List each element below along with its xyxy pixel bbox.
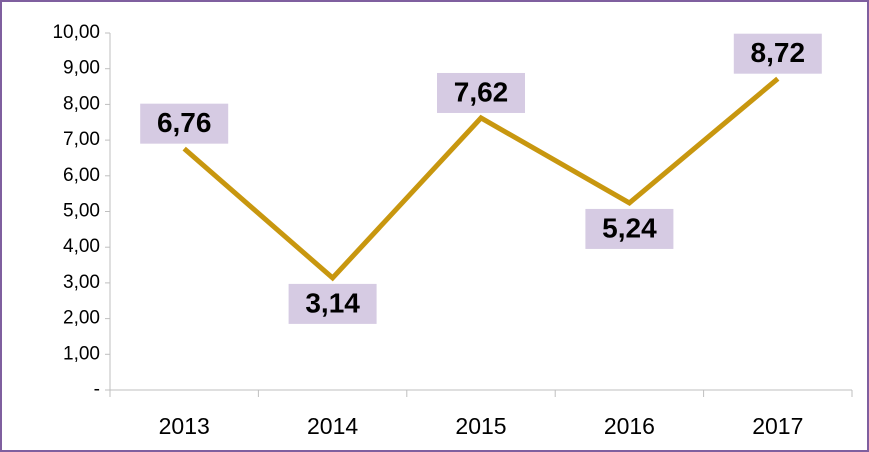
value-label: 3,14 <box>305 287 360 318</box>
y-tick-label: 3,00 <box>63 272 100 293</box>
x-tick-label: 2014 <box>307 413 358 439</box>
value-label-box <box>140 103 229 144</box>
y-tick-label: - <box>94 379 100 400</box>
value-label: 7,62 <box>454 76 509 107</box>
y-tick-label: 5,00 <box>63 201 100 222</box>
y-tick-label: 10,00 <box>52 22 100 43</box>
y-tick-label: 9,00 <box>63 58 100 79</box>
value-label-box <box>733 33 822 74</box>
line <box>182 76 780 282</box>
value-label: 5,24 <box>602 212 657 243</box>
x-tick-label: 2015 <box>455 413 506 439</box>
y-tick-label: 8,00 <box>63 93 100 114</box>
y-tick-label: 6,00 <box>63 165 100 186</box>
y-tick-label: 4,00 <box>63 236 100 257</box>
value-label-box <box>585 208 674 249</box>
y-tick-label: 7,00 <box>63 129 100 150</box>
value-label-box <box>437 72 525 113</box>
x-tick-label: 2013 <box>159 413 210 439</box>
y-tick-label: 1,00 <box>63 343 100 364</box>
value-label: 8,72 <box>751 37 806 68</box>
y-tick-label: 2,00 <box>63 308 100 329</box>
value-label: 6,76 <box>157 107 212 138</box>
x-tick-label: 2017 <box>752 413 803 439</box>
x-tick-label: 2016 <box>604 413 655 439</box>
value-label-box <box>288 283 377 324</box>
